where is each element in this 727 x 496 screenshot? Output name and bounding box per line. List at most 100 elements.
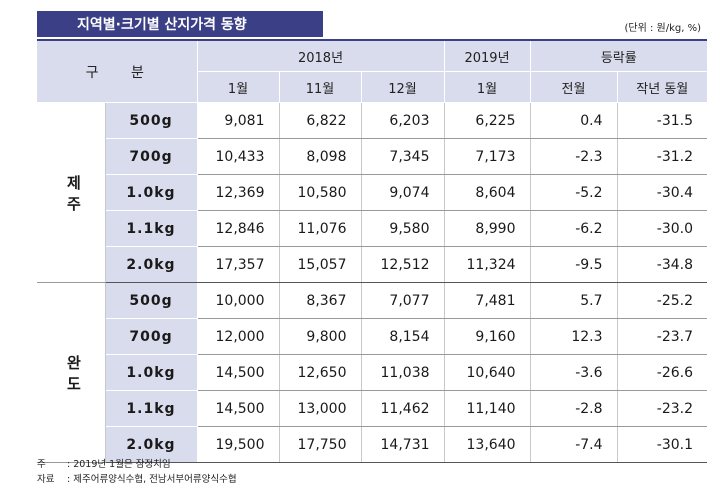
value-cell: 13,640 bbox=[444, 426, 531, 463]
top-rule bbox=[37, 39, 707, 41]
value-cell: 10,000 bbox=[197, 282, 280, 319]
value-cell: 14,500 bbox=[197, 354, 280, 391]
value-cell: 8,990 bbox=[444, 210, 531, 247]
region-cell: 제 주 bbox=[37, 102, 106, 283]
header-last-year: 작년 동월 bbox=[617, 71, 708, 103]
value-cell: 9,580 bbox=[361, 210, 445, 247]
value-cell: 11,140 bbox=[444, 390, 531, 427]
value-cell: 5.7 bbox=[530, 282, 618, 319]
size-cell: 500g bbox=[105, 102, 198, 139]
value-cell: 6,203 bbox=[361, 102, 445, 139]
value-cell: 12,000 bbox=[197, 318, 280, 355]
footnotes: 주 : 2019년 1월은 잠정치임 자료 : 제주어류양식수협, 전남서부어류양식… bbox=[37, 457, 237, 487]
source-line: 자료 : 제주어류양식수협, 전남서부어류양식수협 bbox=[37, 472, 237, 487]
value-cell: 17,357 bbox=[197, 246, 280, 283]
value-cell: 9,081 bbox=[197, 102, 280, 139]
size-cell: 2.0kg bbox=[105, 426, 198, 463]
size-cell: 1.1kg bbox=[105, 210, 198, 247]
note-line: 주 : 2019년 1월은 잠정치임 bbox=[37, 457, 237, 472]
value-cell: -5.2 bbox=[530, 174, 618, 211]
value-cell: 11,462 bbox=[361, 390, 445, 427]
value-cell: 8,154 bbox=[361, 318, 445, 355]
value-cell: 7,345 bbox=[361, 138, 445, 175]
region-cell: 완 도 bbox=[37, 282, 106, 463]
header-month: 11월 bbox=[279, 71, 362, 103]
value-cell: 8,098 bbox=[279, 138, 362, 175]
header-year-2018: 2018년 bbox=[197, 41, 445, 72]
value-cell: 19,500 bbox=[197, 426, 280, 463]
size-cell: 1.0kg bbox=[105, 354, 198, 391]
table-row: 2.0kg 19,500 17,750 14,731 13,640 -7.4 -30.1 bbox=[37, 426, 708, 463]
price-table: 구 분 2018년 2019년 등락률 1월 11월 12월 1월 전월 작년 … bbox=[37, 41, 708, 463]
value-cell: -34.8 bbox=[617, 246, 708, 283]
header-prev-month: 전월 bbox=[530, 71, 618, 103]
header-year-2019: 2019년 bbox=[444, 41, 531, 72]
value-cell: -9.5 bbox=[530, 246, 618, 283]
table-row: 1.0kg 14,500 12,650 11,038 10,640 -3.6 -26.6 bbox=[37, 354, 708, 391]
header-month: 12월 bbox=[361, 71, 445, 103]
value-cell: -30.4 bbox=[617, 174, 708, 211]
value-cell: 14,500 bbox=[197, 390, 280, 427]
value-cell: -2.3 bbox=[530, 138, 618, 175]
value-cell: 10,640 bbox=[444, 354, 531, 391]
value-cell: 8,367 bbox=[279, 282, 362, 319]
value-cell: 12,369 bbox=[197, 174, 280, 211]
header-month: 1월 bbox=[444, 71, 531, 103]
table-row: 1.1kg 12,846 11,076 9,580 8,990 -6.2 -30.0 bbox=[37, 210, 708, 247]
size-cell: 1.0kg bbox=[105, 174, 198, 211]
value-cell: -25.2 bbox=[617, 282, 708, 319]
table-row: 1.0kg 12,369 10,580 9,074 8,604 -5.2 -30.4 bbox=[37, 174, 708, 211]
size-cell: 1.1kg bbox=[105, 390, 198, 427]
value-cell: 12,650 bbox=[279, 354, 362, 391]
value-cell: 9,160 bbox=[444, 318, 531, 355]
table-row: 700g 12,000 9,800 8,154 9,160 12.3 -23.7 bbox=[37, 318, 708, 355]
source-label: 자료 bbox=[37, 474, 55, 485]
source-text: : 제주어류양식수협, 전남서부어류양식수협 bbox=[67, 474, 237, 485]
value-cell: -7.4 bbox=[530, 426, 618, 463]
table-title: 지역별·크기별 산지가격 동향 bbox=[37, 11, 323, 37]
value-cell: -3.6 bbox=[530, 354, 618, 391]
size-cell: 2.0kg bbox=[105, 246, 198, 283]
value-cell: -2.8 bbox=[530, 390, 618, 427]
value-cell: 6,225 bbox=[444, 102, 531, 139]
note-label: 주 bbox=[37, 459, 46, 470]
table-row: 제 주 500g 9,081 6,822 6,203 6,225 0.4 -31.5 bbox=[37, 102, 708, 283]
value-cell: 11,038 bbox=[361, 354, 445, 391]
header-change: 등락률 bbox=[530, 41, 708, 72]
table-row: 2.0kg 17,357 15,057 12,512 11,324 -9.5 -34.8 bbox=[37, 246, 708, 283]
size-cell: 500g bbox=[105, 282, 198, 319]
note-text: : 2019년 1월은 잠정치임 bbox=[67, 459, 171, 470]
table-row: 700g 10,433 8,098 7,345 7,173 -2.3 -31.2 bbox=[37, 138, 708, 175]
value-cell: 11,076 bbox=[279, 210, 362, 247]
value-cell: -30.1 bbox=[617, 426, 708, 463]
value-cell: -23.7 bbox=[617, 318, 708, 355]
value-cell: 10,580 bbox=[279, 174, 362, 211]
value-cell: 10,433 bbox=[197, 138, 280, 175]
value-cell: 8,604 bbox=[444, 174, 531, 211]
value-cell: 6,822 bbox=[279, 102, 362, 139]
size-cell: 700g bbox=[105, 138, 198, 175]
value-cell: 9,800 bbox=[279, 318, 362, 355]
value-cell: -23.2 bbox=[617, 390, 708, 427]
value-cell: 13,000 bbox=[279, 390, 362, 427]
table-row: 완 도 500g 10,000 8,367 7,077 7,481 5.7 -25.2 bbox=[37, 282, 708, 463]
value-cell: -30.0 bbox=[617, 210, 708, 247]
value-cell: 12,846 bbox=[197, 210, 280, 247]
value-cell: 14,731 bbox=[361, 426, 445, 463]
value-cell: 17,750 bbox=[279, 426, 362, 463]
value-cell: 7,077 bbox=[361, 282, 445, 319]
header-gubun: 구 분 bbox=[37, 41, 198, 103]
value-cell: 7,481 bbox=[444, 282, 531, 319]
value-cell: 0.4 bbox=[530, 102, 618, 139]
value-cell: 15,057 bbox=[279, 246, 362, 283]
value-cell: 7,173 bbox=[444, 138, 531, 175]
value-cell: -26.6 bbox=[617, 354, 708, 391]
size-cell: 700g bbox=[105, 318, 198, 355]
unit-label: (단위 : 원/kg, %) bbox=[624, 23, 702, 34]
value-cell: -6.2 bbox=[530, 210, 618, 247]
value-cell: 12.3 bbox=[530, 318, 618, 355]
value-cell: -31.2 bbox=[617, 138, 708, 175]
value-cell: 11,324 bbox=[444, 246, 531, 283]
value-cell: -31.5 bbox=[617, 102, 708, 139]
header-month: 1월 bbox=[197, 71, 280, 103]
